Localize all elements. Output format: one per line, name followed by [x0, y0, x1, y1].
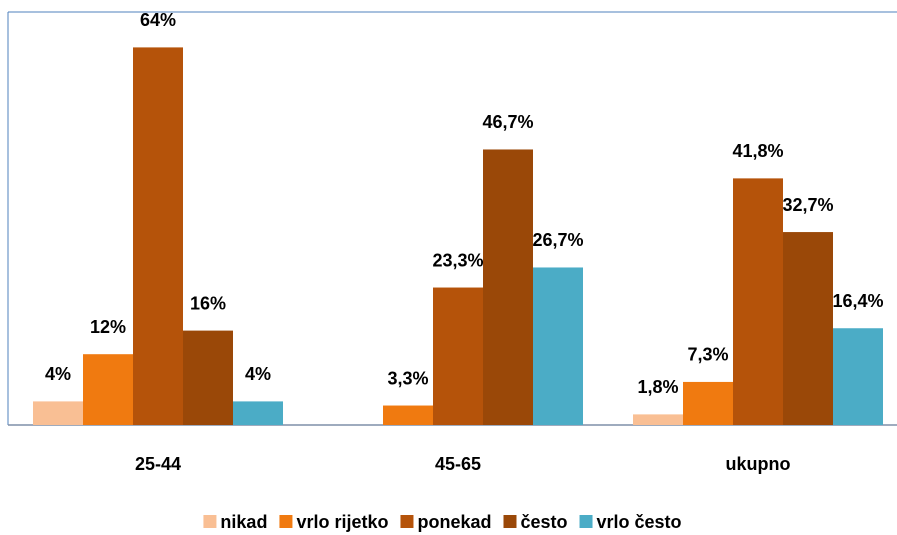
- data-label: 3,3%: [387, 368, 428, 388]
- bar: [33, 401, 83, 425]
- bar: [833, 328, 883, 425]
- bar: [683, 381, 733, 425]
- data-label: 32,7%: [782, 195, 833, 215]
- x-tick-label: ukupno: [726, 454, 791, 474]
- legend-label: često: [520, 512, 567, 532]
- bar: [483, 149, 533, 425]
- data-label: 4%: [45, 364, 71, 384]
- data-label: 1,8%: [637, 377, 678, 397]
- data-label: 23,3%: [432, 250, 483, 270]
- legend-swatch: [400, 515, 414, 528]
- data-label: 16%: [190, 293, 226, 313]
- data-label: 46,7%: [482, 112, 533, 132]
- x-tick-label: 25-44: [135, 454, 181, 474]
- data-label: 4%: [245, 364, 271, 384]
- data-label: 64%: [140, 10, 176, 30]
- data-label: 41,8%: [732, 141, 783, 161]
- data-label: 12%: [90, 317, 126, 337]
- bar: [433, 287, 483, 425]
- bar: [183, 330, 233, 425]
- data-label: 16,4%: [832, 291, 883, 311]
- legend-label: nikad: [220, 512, 267, 532]
- legend-swatch: [579, 515, 593, 528]
- bar: [83, 354, 133, 425]
- bar: [233, 401, 283, 425]
- bar: [383, 405, 433, 425]
- legend-swatch: [503, 515, 517, 528]
- data-label: 26,7%: [532, 230, 583, 250]
- legend-swatch: [203, 515, 217, 528]
- bar: [133, 47, 183, 426]
- legend-swatch: [279, 515, 293, 528]
- legend-label: vrlo rijetko: [296, 512, 388, 532]
- bar: [633, 414, 683, 425]
- legend-label: ponekad: [417, 512, 491, 532]
- bar: [783, 232, 833, 425]
- x-tick-label: 45-65: [435, 454, 481, 474]
- bar: [733, 178, 783, 425]
- bar: [533, 267, 583, 425]
- data-label: 7,3%: [687, 345, 728, 365]
- legend-label: vrlo često: [597, 512, 682, 532]
